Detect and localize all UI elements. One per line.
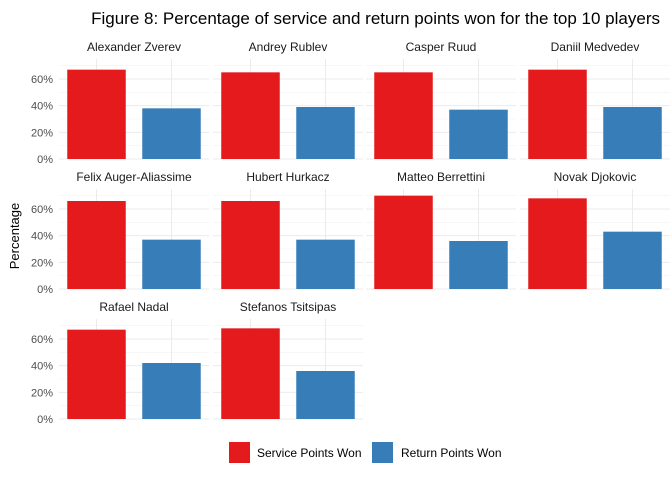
bar-return-points-won	[142, 108, 201, 159]
y-tick-label: 20%	[31, 387, 53, 399]
legend-item: Service Points Won	[229, 442, 362, 463]
facet-panel: Matteo Berrettini	[366, 170, 516, 290]
bar-return-points-won	[603, 231, 662, 289]
bar-service-points-won	[221, 328, 280, 419]
facet-panel: Daniil Medvedev	[520, 40, 670, 160]
bar-return-points-won	[142, 239, 201, 289]
y-tick-label: 60%	[31, 74, 53, 86]
facet-label: Rafael Nadal	[99, 300, 168, 314]
facet-label: Novak Djokovic	[554, 170, 637, 184]
y-tick-label: 0%	[37, 284, 53, 296]
facet-label: Felix Auger-Aliassime	[76, 170, 192, 184]
bar-service-points-won	[528, 69, 587, 159]
y-tick-label: 0%	[37, 154, 53, 166]
facet-panel: Alexander Zverev 0% 20% 40% 60%	[31, 40, 209, 166]
legend: Service Points Won Return Points Won	[229, 442, 502, 463]
bar-return-points-won	[449, 109, 508, 159]
facet-label: Hubert Hurkacz	[246, 170, 329, 184]
bar-service-points-won	[67, 69, 126, 159]
legend-label: Service Points Won	[257, 446, 362, 460]
facet-label: Andrey Rublev	[249, 40, 328, 54]
chart-title: Figure 8: Percentage of service and retu…	[91, 9, 660, 28]
facet-label: Matteo Berrettini	[397, 170, 485, 184]
facet-label: Daniil Medvedev	[551, 40, 640, 54]
bar-return-points-won	[296, 371, 355, 419]
bar-return-points-won	[142, 363, 201, 419]
legend-swatch	[372, 442, 393, 463]
facet-label: Casper Ruud	[406, 40, 477, 54]
bar-return-points-won	[296, 107, 355, 159]
bar-return-points-won	[603, 107, 662, 159]
facet-panels: Alexander Zverev 0% 20% 40% 60% Andrey Rublev…	[31, 40, 670, 426]
bar-service-points-won	[374, 195, 433, 289]
legend-label: Return Points Won	[401, 446, 502, 460]
y-tick-label: 40%	[31, 231, 53, 243]
y-tick-label: 0%	[37, 414, 53, 426]
facet-panel: Stefanos Tsitsipas	[213, 300, 363, 420]
facet-panel: Andrey Rublev	[213, 40, 363, 160]
bar-service-points-won	[528, 198, 587, 289]
facet-panel: Felix Auger-Aliassime 0% 20% 40% 60%	[31, 170, 209, 296]
facet-panel: Rafael Nadal 0% 20% 40% 60%	[31, 300, 209, 426]
bar-service-points-won	[67, 329, 126, 419]
y-tick-label: 40%	[31, 101, 53, 113]
y-tick-label: 20%	[31, 127, 53, 139]
bar-service-points-won	[374, 72, 433, 159]
bar-service-points-won	[67, 201, 126, 289]
facet-panel: Hubert Hurkacz	[213, 170, 363, 290]
facet-panel: Casper Ruud	[366, 40, 516, 160]
y-axis-label: Percentage	[7, 203, 22, 270]
bar-service-points-won	[221, 72, 280, 159]
facet-label: Stefanos Tsitsipas	[240, 300, 337, 314]
bar-return-points-won	[449, 241, 508, 289]
legend-swatch	[229, 442, 250, 463]
y-tick-label: 60%	[31, 204, 53, 216]
bar-service-points-won	[221, 201, 280, 289]
y-tick-label: 20%	[31, 257, 53, 269]
y-tick-label: 60%	[31, 334, 53, 346]
y-tick-label: 40%	[31, 361, 53, 373]
bar-return-points-won	[296, 239, 355, 289]
legend-item: Return Points Won	[372, 442, 502, 463]
facet-label: Alexander Zverev	[87, 40, 181, 54]
facet-panel: Novak Djokovic	[520, 170, 670, 290]
